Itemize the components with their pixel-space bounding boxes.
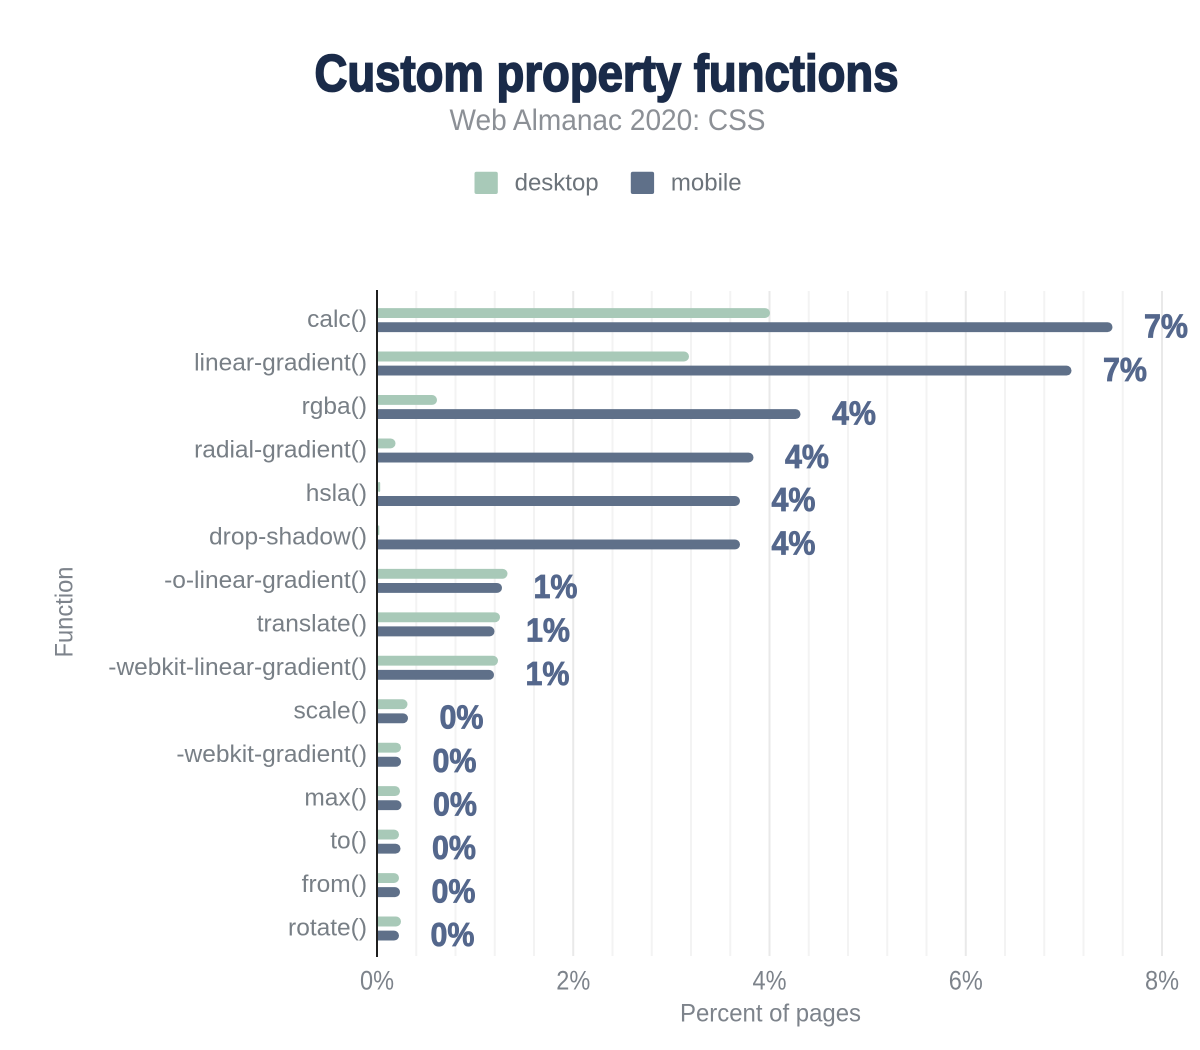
svg-text:-o-linear-gradient(): -o-linear-gradient() xyxy=(164,567,367,594)
svg-text:hsla(): hsla() xyxy=(306,480,367,507)
svg-text:desktop: desktop xyxy=(515,170,599,197)
svg-text:-webkit-linear-gradient(): -webkit-linear-gradient() xyxy=(108,654,367,681)
svg-text:0%: 0% xyxy=(433,743,477,780)
svg-text:4%: 4% xyxy=(753,966,787,996)
svg-text:max(): max() xyxy=(304,784,367,811)
svg-text:scale(): scale() xyxy=(293,697,367,724)
svg-text:1%: 1% xyxy=(526,656,570,693)
svg-text:0%: 0% xyxy=(433,786,477,823)
svg-text:4%: 4% xyxy=(772,526,816,563)
svg-text:8%: 8% xyxy=(1145,966,1179,996)
svg-text:7%: 7% xyxy=(1103,352,1147,389)
svg-text:Function: Function xyxy=(51,567,79,658)
svg-text:1%: 1% xyxy=(526,613,570,650)
svg-text:translate(): translate() xyxy=(257,610,367,637)
svg-text:calc(): calc() xyxy=(307,306,367,333)
svg-text:from(): from() xyxy=(302,871,367,898)
svg-text:4%: 4% xyxy=(772,482,816,519)
svg-text:rotate(): rotate() xyxy=(288,915,367,942)
svg-text:Custom property functions: Custom property functions xyxy=(315,45,899,103)
svg-text:rgba(): rgba() xyxy=(302,393,367,420)
svg-text:6%: 6% xyxy=(949,966,983,996)
svg-text:0%: 0% xyxy=(432,830,476,867)
svg-text:0%: 0% xyxy=(360,966,394,996)
svg-text:drop-shadow(): drop-shadow() xyxy=(209,524,367,551)
svg-text:Percent of pages: Percent of pages xyxy=(680,1000,861,1028)
svg-text:1%: 1% xyxy=(534,569,578,606)
svg-text:4%: 4% xyxy=(785,439,829,476)
svg-text:7%: 7% xyxy=(1144,308,1188,345)
svg-text:0%: 0% xyxy=(431,917,475,954)
svg-text:Web Almanac 2020: CSS: Web Almanac 2020: CSS xyxy=(450,104,766,137)
svg-text:linear-gradient(): linear-gradient() xyxy=(194,350,367,377)
svg-text:-webkit-gradient(): -webkit-gradient() xyxy=(176,741,367,768)
svg-text:radial-gradient(): radial-gradient() xyxy=(194,437,367,464)
svg-text:0%: 0% xyxy=(432,873,476,910)
svg-text:2%: 2% xyxy=(556,966,590,996)
svg-text:0%: 0% xyxy=(440,700,484,737)
svg-text:4%: 4% xyxy=(832,395,876,432)
svg-text:to(): to() xyxy=(330,828,367,855)
svg-text:mobile: mobile xyxy=(671,170,742,197)
